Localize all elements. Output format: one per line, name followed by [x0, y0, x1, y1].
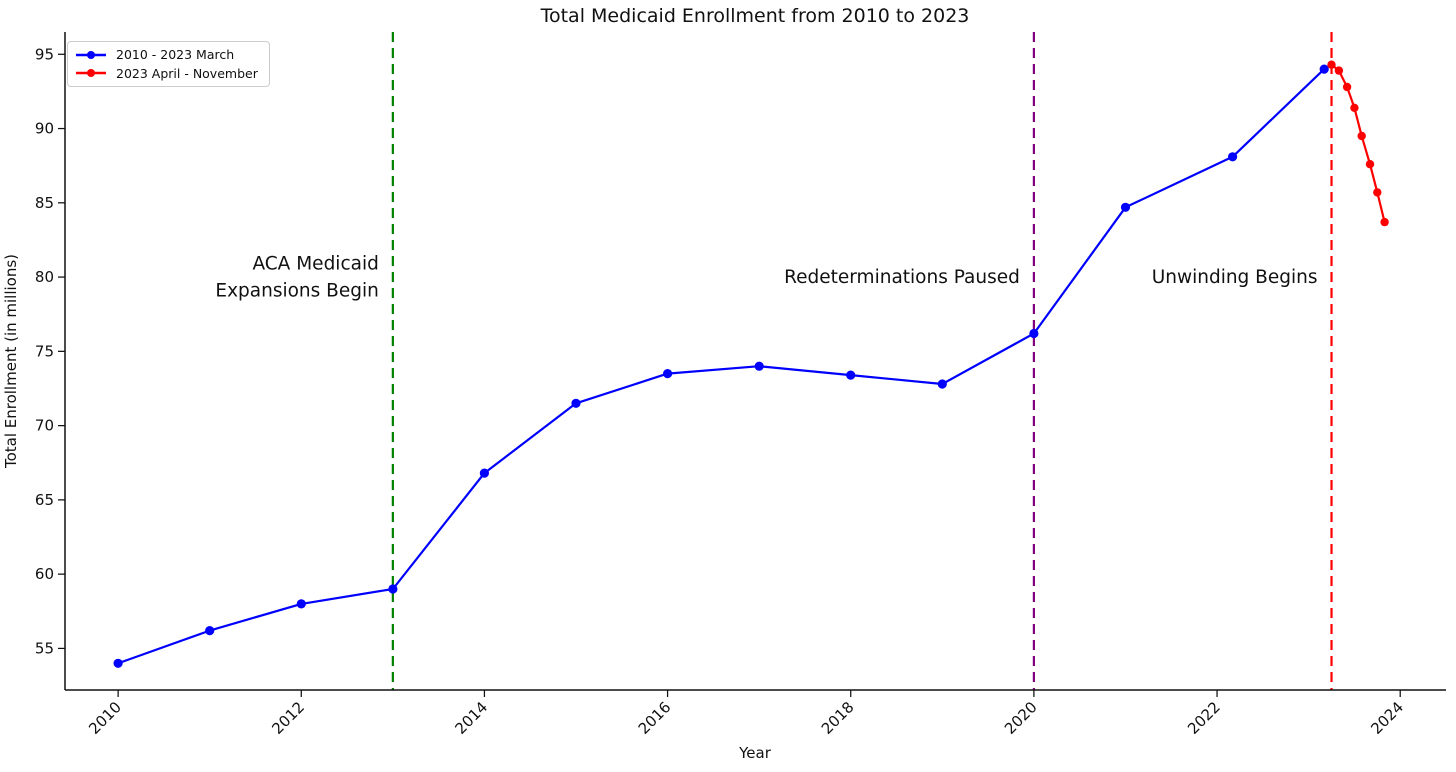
data-point: [1228, 152, 1238, 162]
x-axis-label: Year: [738, 744, 772, 762]
data-point: [1342, 82, 1352, 92]
series-line-1: [1330, 63, 1386, 224]
x-tick-label: 2014: [452, 698, 492, 738]
legend-marker-icon: [76, 69, 106, 78]
x-tick-label: 2012: [268, 698, 308, 738]
y-tick-label: 95: [35, 45, 54, 63]
event-annotation: Redeterminations Paused: [784, 267, 1020, 288]
data-point: [1380, 217, 1389, 227]
event-annotation: Unwinding Begins: [1152, 267, 1318, 288]
data-point: [846, 370, 856, 380]
chart-title: Total Medicaid Enrollment from 2010 to 2…: [540, 5, 970, 27]
data-point: [1029, 328, 1039, 339]
y-tick-label: 75: [35, 342, 54, 360]
legend-item: 2010 - 2023 March: [75, 47, 258, 63]
data-point: [571, 398, 581, 408]
data-point: [663, 369, 673, 379]
x-tick-label: 2024: [1367, 698, 1407, 738]
x-tick-label: 2010: [85, 698, 125, 738]
data-point: [1120, 202, 1131, 212]
data-point: [937, 379, 947, 389]
data-point: [479, 468, 489, 478]
data-point: [754, 361, 764, 371]
data-point: [388, 584, 398, 594]
data-point: [113, 658, 123, 668]
y-tick-label: 60: [35, 565, 54, 583]
y-tick-label: 90: [35, 120, 54, 138]
y-tick-label: 65: [35, 491, 54, 509]
legend-item-label: 2023 April - November: [116, 65, 258, 81]
data-point: [1327, 60, 1336, 69]
y-tick-label: 85: [35, 194, 54, 212]
data-point: [1319, 64, 1329, 74]
data-point: [1334, 66, 1344, 75]
event-annotation: ACA Medicaid: [252, 254, 378, 275]
legend: 2010 - 2023 March 2023 April - November: [67, 41, 270, 88]
x-tick-label: 2022: [1184, 698, 1224, 738]
data-point: [1350, 103, 1359, 113]
legend-marker-icon: [76, 50, 106, 59]
data-point: [296, 599, 306, 609]
x-tick-label: 2020: [1001, 698, 1041, 738]
plot-area: 55 60 65 70 75 80 85 90 95 2010 2012 2014 2016 2018 20…: [35, 32, 1446, 738]
legend-item-label: 2010 - 2023 March: [116, 47, 235, 62]
y-tick-label: 55: [35, 639, 54, 657]
y-tick-label: 80: [35, 268, 54, 286]
y-tick-label: 70: [35, 417, 54, 435]
y-axis-label: Total Enrollment (in millions): [2, 254, 20, 469]
legend-item: 2023 April - November: [75, 66, 258, 82]
data-point: [1357, 131, 1366, 141]
data-point: [1373, 188, 1382, 197]
event-annotation: Expansions Begin: [215, 281, 378, 302]
x-tick-label: 2016: [635, 698, 675, 738]
x-tick-label: 2018: [818, 698, 858, 738]
data-point: [1365, 160, 1375, 169]
data-point: [205, 626, 215, 636]
series-line-0: [116, 67, 1326, 665]
